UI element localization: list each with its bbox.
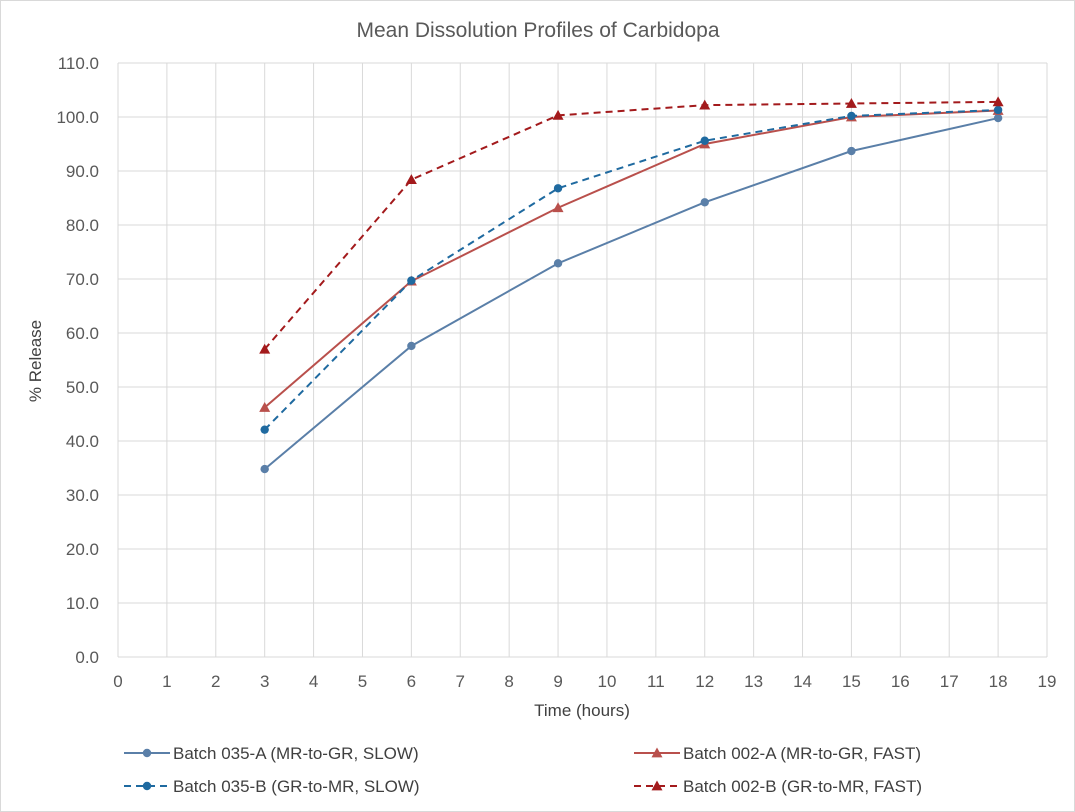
data-point [260, 464, 269, 474]
x-tick-label: 12 [695, 672, 714, 691]
legend-label: Batch 002-A (MR-to-GR, FAST) [683, 744, 921, 763]
series-3 [260, 105, 1003, 434]
x-tick-label: 5 [358, 672, 367, 691]
y-tick-label: 10.0 [66, 594, 99, 613]
y-tick-label: 0.0 [75, 648, 99, 667]
data-point [407, 341, 416, 351]
data-point [993, 105, 1003, 115]
series-line [263, 100, 999, 350]
y-tick-label: 40.0 [66, 432, 99, 451]
x-tick-label: 13 [744, 672, 763, 691]
x-tick-label: 9 [553, 672, 562, 691]
data-point [259, 343, 271, 354]
data-point [699, 99, 711, 110]
x-tick-label: 19 [1038, 672, 1057, 691]
data-point [847, 146, 856, 156]
data-point [700, 136, 709, 145]
data-point [552, 202, 564, 213]
legend-item: Batch 002-A (MR-to-GR, FAST) [634, 744, 921, 763]
y-tick-label: 70.0 [66, 270, 99, 289]
x-tick-label: 18 [989, 672, 1008, 691]
series-line [264, 109, 999, 409]
x-tick-label: 7 [456, 672, 465, 691]
legend-marker [142, 781, 152, 791]
data-point [553, 259, 563, 268]
data-point [407, 276, 416, 285]
x-tick-label: 8 [504, 672, 513, 691]
data-point [260, 425, 269, 434]
legend: Batch 035-A (MR-to-GR, SLOW) Batch 002-A … [124, 744, 922, 796]
legend-label: Batch 002-B (GR-to-MR, FAST) [683, 777, 922, 796]
chart-title: Mean Dissolution Profiles of Carbidopa [356, 19, 719, 42]
y-axis-label: % Release [26, 320, 45, 402]
x-tick-label: 10 [597, 672, 616, 691]
x-tick-label: 1 [162, 672, 171, 691]
y-tick-label: 80.0 [66, 216, 99, 235]
data-point [847, 111, 856, 121]
series-1 [260, 113, 1003, 474]
legend-item: Batch 035-B (GR-to-MR, SLOW) [124, 777, 420, 796]
series-line [264, 117, 999, 470]
x-tick-label: 2 [211, 672, 220, 691]
y-tick-label: 50.0 [66, 378, 99, 397]
x-tick-label: 11 [647, 672, 665, 691]
x-tick-label: 14 [793, 672, 812, 691]
tick-labels: 0 1 2 3 4 5 6 7 8 9 10 11 12 13 14 15 16 17 18 190.010.020.… [56, 54, 1056, 691]
x-tick-label: 16 [891, 672, 910, 691]
data-point [405, 174, 417, 185]
data-point [845, 98, 857, 108]
data-point [700, 198, 709, 207]
x-tick-label: 4 [309, 672, 318, 691]
legend-label: Batch 035-A (MR-to-GR, SLOW) [173, 744, 419, 763]
legend-label: Batch 035-B (GR-to-MR, SLOW) [173, 777, 420, 796]
data-point [992, 96, 1004, 107]
legend-item: Batch 002-B (GR-to-MR, FAST) [634, 777, 922, 796]
y-tick-label: 110.0 [58, 54, 99, 73]
legend-marker [142, 748, 152, 758]
data-point [553, 184, 563, 193]
y-tick-label: 90.0 [66, 162, 99, 181]
data-series [259, 96, 1004, 474]
legend-marker [651, 780, 663, 791]
y-tick-label: 20.0 [66, 540, 99, 559]
legend-marker [651, 747, 663, 758]
x-tick-label: 3 [260, 672, 269, 691]
grid-lines [117, 62, 1048, 658]
x-axis-label: Time (hours) [534, 701, 630, 720]
data-point [993, 113, 1003, 123]
y-tick-label: 30.0 [66, 486, 99, 505]
series-4 [259, 96, 1004, 354]
data-point [259, 402, 271, 412]
series-2 [259, 105, 1004, 412]
y-tick-label: 60.0 [66, 324, 99, 343]
legend-item: Batch 035-A (MR-to-GR, SLOW) [124, 744, 419, 763]
data-point [552, 109, 564, 120]
series-line [263, 108, 999, 431]
x-tick-label: 6 [407, 672, 416, 691]
x-tick-label: 15 [842, 672, 861, 691]
x-tick-label: 17 [940, 672, 959, 691]
x-tick-label: 0 [113, 672, 122, 691]
y-tick-label: 100.0 [56, 108, 99, 127]
